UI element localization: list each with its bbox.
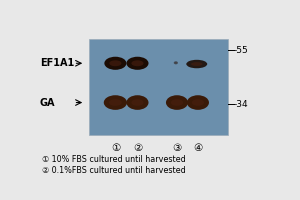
Text: ③: ③ bbox=[172, 143, 182, 153]
Ellipse shape bbox=[166, 95, 188, 110]
Ellipse shape bbox=[126, 57, 148, 70]
Ellipse shape bbox=[187, 95, 209, 110]
Ellipse shape bbox=[104, 57, 126, 70]
Ellipse shape bbox=[131, 99, 143, 106]
Ellipse shape bbox=[192, 99, 204, 106]
Text: -34: -34 bbox=[234, 100, 249, 109]
Ellipse shape bbox=[174, 61, 178, 64]
Text: ①: ① bbox=[111, 143, 120, 153]
Ellipse shape bbox=[104, 95, 127, 110]
Ellipse shape bbox=[109, 60, 122, 66]
Text: ② 0.1%FBS cultured until harvested: ② 0.1%FBS cultured until harvested bbox=[42, 166, 186, 175]
Ellipse shape bbox=[186, 60, 207, 68]
Ellipse shape bbox=[175, 62, 177, 64]
Text: GA: GA bbox=[40, 98, 55, 108]
Ellipse shape bbox=[131, 60, 143, 66]
Text: ②: ② bbox=[133, 143, 142, 153]
Ellipse shape bbox=[171, 99, 183, 106]
Ellipse shape bbox=[191, 62, 202, 66]
Text: ④: ④ bbox=[193, 143, 203, 153]
Ellipse shape bbox=[126, 95, 148, 110]
Text: -55: -55 bbox=[234, 46, 249, 55]
FancyBboxPatch shape bbox=[89, 39, 228, 135]
Ellipse shape bbox=[109, 99, 122, 106]
Text: EF1A1: EF1A1 bbox=[40, 58, 74, 68]
Text: ① 10% FBS cultured until harvested: ① 10% FBS cultured until harvested bbox=[42, 155, 186, 164]
